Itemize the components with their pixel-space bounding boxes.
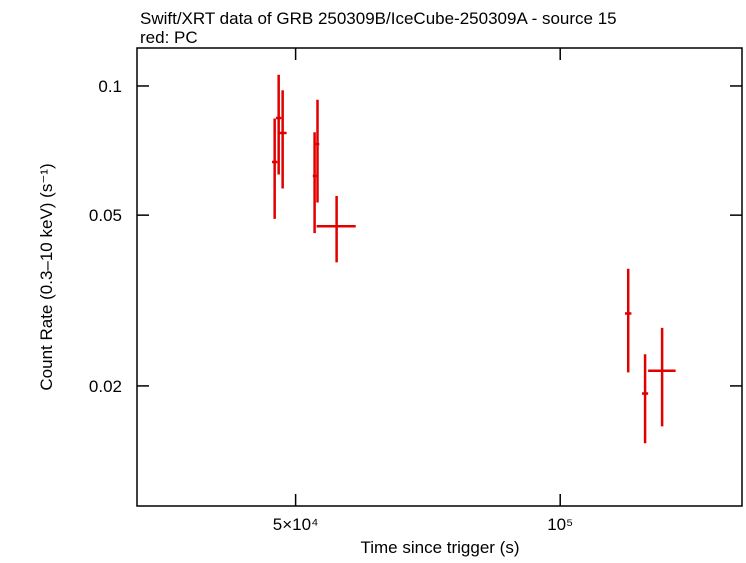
y-axis-label: Count Rate (0.3–10 keV) (s⁻¹) (37, 163, 56, 390)
plot-frame (136, 47, 743, 507)
x-axis-label: Time since trigger (s) (360, 538, 519, 557)
chart-subtitle: red: PC (140, 28, 198, 47)
y-tick-label: 0.05 (89, 206, 122, 225)
y-tick-label: 0.02 (89, 377, 122, 396)
x-tick-label: 10⁵ (547, 515, 573, 534)
chart-title: Swift/XRT data of GRB 250309B/IceCube-25… (140, 9, 617, 28)
y-tick-label: 0.1 (98, 77, 122, 96)
x-tick-label: 5×10⁴ (273, 515, 319, 534)
